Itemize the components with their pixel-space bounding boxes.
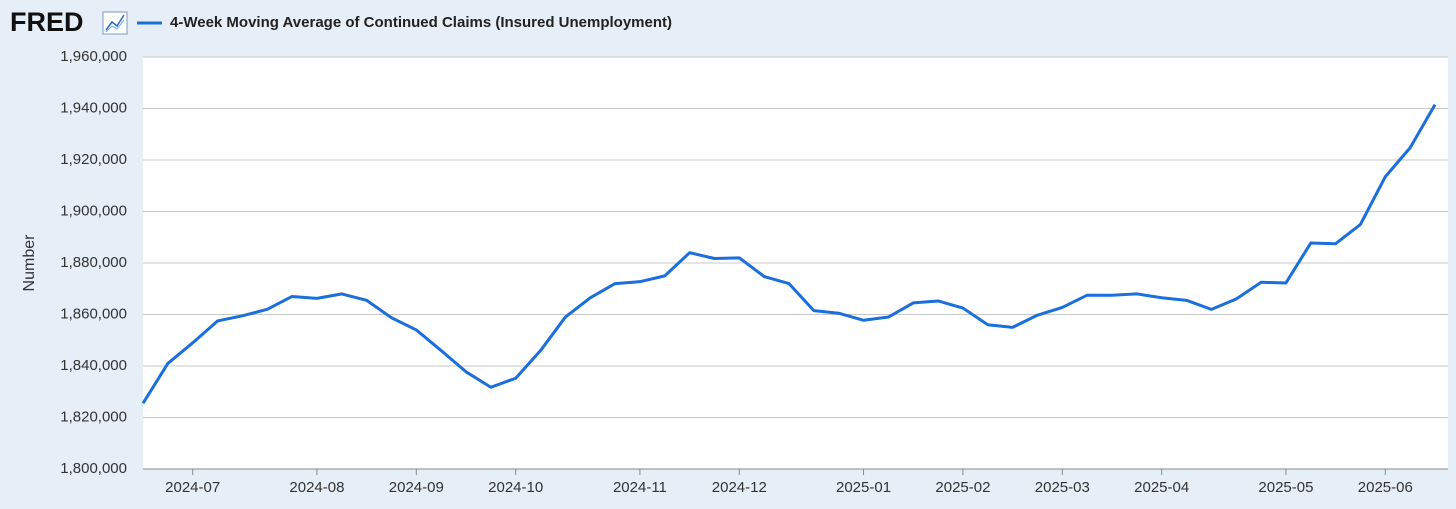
y-tick-label: 1,920,000 (60, 151, 127, 168)
y-tick-label: 1,820,000 (60, 408, 127, 425)
x-tick-label: 2024-12 (712, 479, 767, 496)
x-tick-label: 2024-10 (488, 479, 543, 496)
logo[interactable]: FRED (10, 7, 84, 37)
y-tick-label: 1,900,000 (60, 202, 127, 219)
x-tick-label: 2025-03 (1035, 479, 1090, 496)
data-line (141, 103, 1437, 405)
x-tick-label: 2025-06 (1358, 479, 1413, 496)
y-axis-label: Number (21, 234, 38, 292)
y-tick-label: 1,860,000 (60, 305, 127, 322)
x-tick-label: 2024-07 (165, 479, 220, 496)
legend-label: 4-Week Moving Average of Continued Claim… (170, 14, 672, 31)
x-tick-label: 2025-05 (1258, 479, 1313, 496)
x-tick-label: 2024-11 (613, 479, 667, 496)
x-tick-label: 2024-08 (289, 479, 344, 496)
x-tick-label: 2025-04 (1134, 479, 1189, 496)
y-tick-label: 1,880,000 (60, 254, 127, 271)
y-tick-label: 1,840,000 (60, 357, 127, 374)
y-tick-label: 1,940,000 (60, 99, 127, 116)
y-tick-label: 1,800,000 (60, 460, 127, 477)
logo-icon (102, 11, 128, 35)
x-tick-label: 2025-02 (935, 479, 990, 496)
x-tick-label: 2024-09 (389, 479, 444, 496)
y-tick-label: 1,960,000 (60, 48, 127, 65)
x-tick-label: 2025-01 (836, 479, 891, 496)
